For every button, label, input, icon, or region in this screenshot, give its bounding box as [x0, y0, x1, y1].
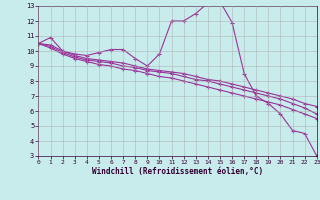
X-axis label: Windchill (Refroidissement éolien,°C): Windchill (Refroidissement éolien,°C) — [92, 167, 263, 176]
